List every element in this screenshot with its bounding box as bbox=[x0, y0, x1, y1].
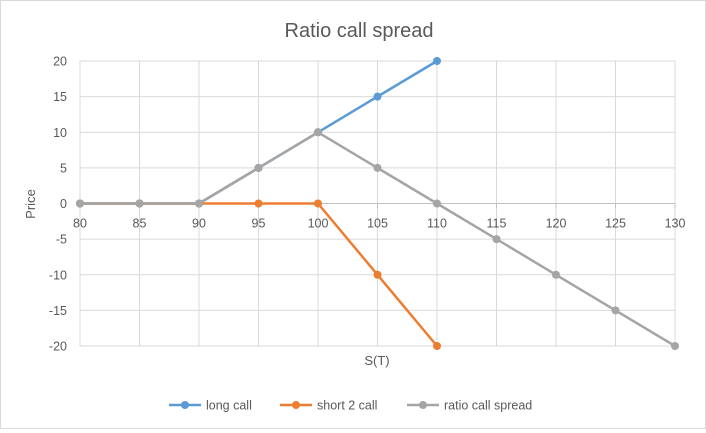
legend-label: long call bbox=[206, 399, 252, 413]
data-point bbox=[135, 199, 144, 208]
y-tick-label: 20 bbox=[53, 55, 67, 69]
legend-item: long call bbox=[169, 399, 252, 413]
data-point bbox=[373, 270, 382, 279]
y-tick-label: -20 bbox=[49, 340, 67, 354]
legend-item: short 2 call bbox=[280, 399, 377, 413]
data-point bbox=[552, 270, 560, 279]
x-tick-label: 90 bbox=[192, 217, 206, 231]
y-tick-label: -10 bbox=[49, 268, 67, 282]
legend-marker-swatch bbox=[181, 401, 189, 409]
legend: long call short 2 call ratio call spread bbox=[169, 399, 532, 413]
x-tick-label: 105 bbox=[367, 217, 388, 231]
legend-marker-swatch bbox=[292, 401, 300, 409]
y-tick-label: -15 bbox=[49, 304, 67, 318]
x-tick-label: 120 bbox=[546, 217, 567, 231]
y-tick-label: 5 bbox=[60, 161, 67, 175]
data-point bbox=[314, 199, 322, 208]
data-point bbox=[611, 306, 620, 315]
x-tick-label: 125 bbox=[605, 217, 626, 231]
data-point bbox=[195, 199, 203, 208]
data-point bbox=[671, 342, 679, 350]
y-tick-label: -5 bbox=[56, 233, 67, 247]
x-tick-label: 95 bbox=[252, 217, 266, 231]
data-point bbox=[433, 199, 441, 208]
legend-label: short 2 call bbox=[317, 399, 377, 413]
legend-label: ratio call spread bbox=[444, 399, 532, 413]
x-tick-label: 110 bbox=[427, 217, 447, 231]
data-point bbox=[314, 128, 322, 137]
legend-marker-swatch bbox=[419, 401, 427, 409]
data-point bbox=[254, 199, 263, 208]
series-lines bbox=[76, 57, 679, 350]
x-tick-label: 80 bbox=[73, 217, 87, 231]
data-point bbox=[76, 199, 84, 208]
data-point bbox=[373, 163, 382, 172]
y-tick-label: 15 bbox=[53, 90, 67, 104]
data-point bbox=[433, 57, 441, 65]
data-point bbox=[433, 342, 441, 350]
y-tick-label: 0 bbox=[60, 197, 67, 211]
x-tick-label: 130 bbox=[665, 217, 686, 231]
x-tick-label: 85 bbox=[133, 217, 147, 231]
y-tick-label: 10 bbox=[53, 126, 67, 140]
x-axis-title: S(T) bbox=[364, 353, 389, 368]
chart-title: Ratio call spread bbox=[285, 20, 434, 42]
x-tick-label: 100 bbox=[308, 217, 329, 231]
y-axis-title: Price bbox=[23, 189, 38, 219]
data-point bbox=[492, 235, 501, 244]
data-point bbox=[373, 92, 382, 101]
legend-item: ratio call spread bbox=[407, 399, 532, 413]
x-tick-label: 115 bbox=[487, 217, 507, 231]
series-ratio-call-spread bbox=[76, 128, 679, 350]
data-point bbox=[254, 163, 263, 172]
